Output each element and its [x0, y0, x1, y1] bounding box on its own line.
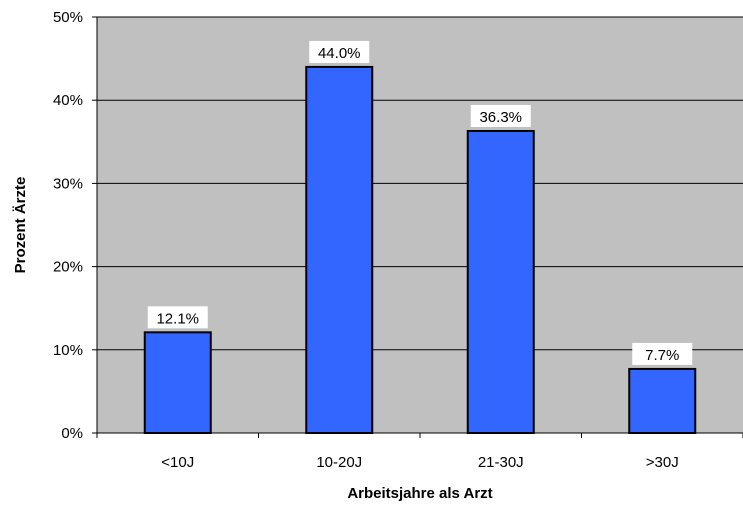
x-tick-label: <10J — [161, 454, 194, 471]
x-tick-label: >30J — [646, 454, 679, 471]
bar — [143, 331, 212, 434]
bar — [628, 367, 697, 435]
bars — [143, 65, 697, 435]
data-label-bg — [147, 306, 208, 329]
bar — [305, 65, 374, 434]
y-tick-label: 40% — [53, 92, 83, 109]
data-label-bg — [309, 40, 370, 63]
y-axis-title: Prozent Ärzte — [12, 177, 29, 274]
y-tick-label: 10% — [53, 342, 83, 359]
y-tick-label: 0% — [61, 425, 83, 442]
data-label: 44.0% — [318, 45, 361, 62]
x-tick-label: 10-20J — [316, 454, 362, 471]
data-labels: 12.1% 44.0% 36.3% 7.7% — [147, 40, 693, 365]
y-tick-label: 30% — [53, 175, 83, 192]
y-tick-label: 20% — [53, 259, 83, 276]
data-label-bg — [632, 342, 693, 365]
bar — [466, 129, 535, 434]
data-label-bg — [470, 104, 531, 127]
x-axis-title: Arbeitsjahre als Arzt — [347, 485, 492, 502]
data-label: 12.1% — [156, 310, 199, 327]
y-tick-label: 50% — [53, 9, 83, 26]
data-label: 36.3% — [479, 109, 522, 126]
x-ticks: <10J 10-20J 21-30J >30J — [96, 433, 743, 471]
y-ticks: 0% 10% 20% 30% 40% 50% — [53, 9, 97, 442]
x-tick-label: 21-30J — [478, 454, 524, 471]
data-label: 7.7% — [645, 347, 679, 364]
